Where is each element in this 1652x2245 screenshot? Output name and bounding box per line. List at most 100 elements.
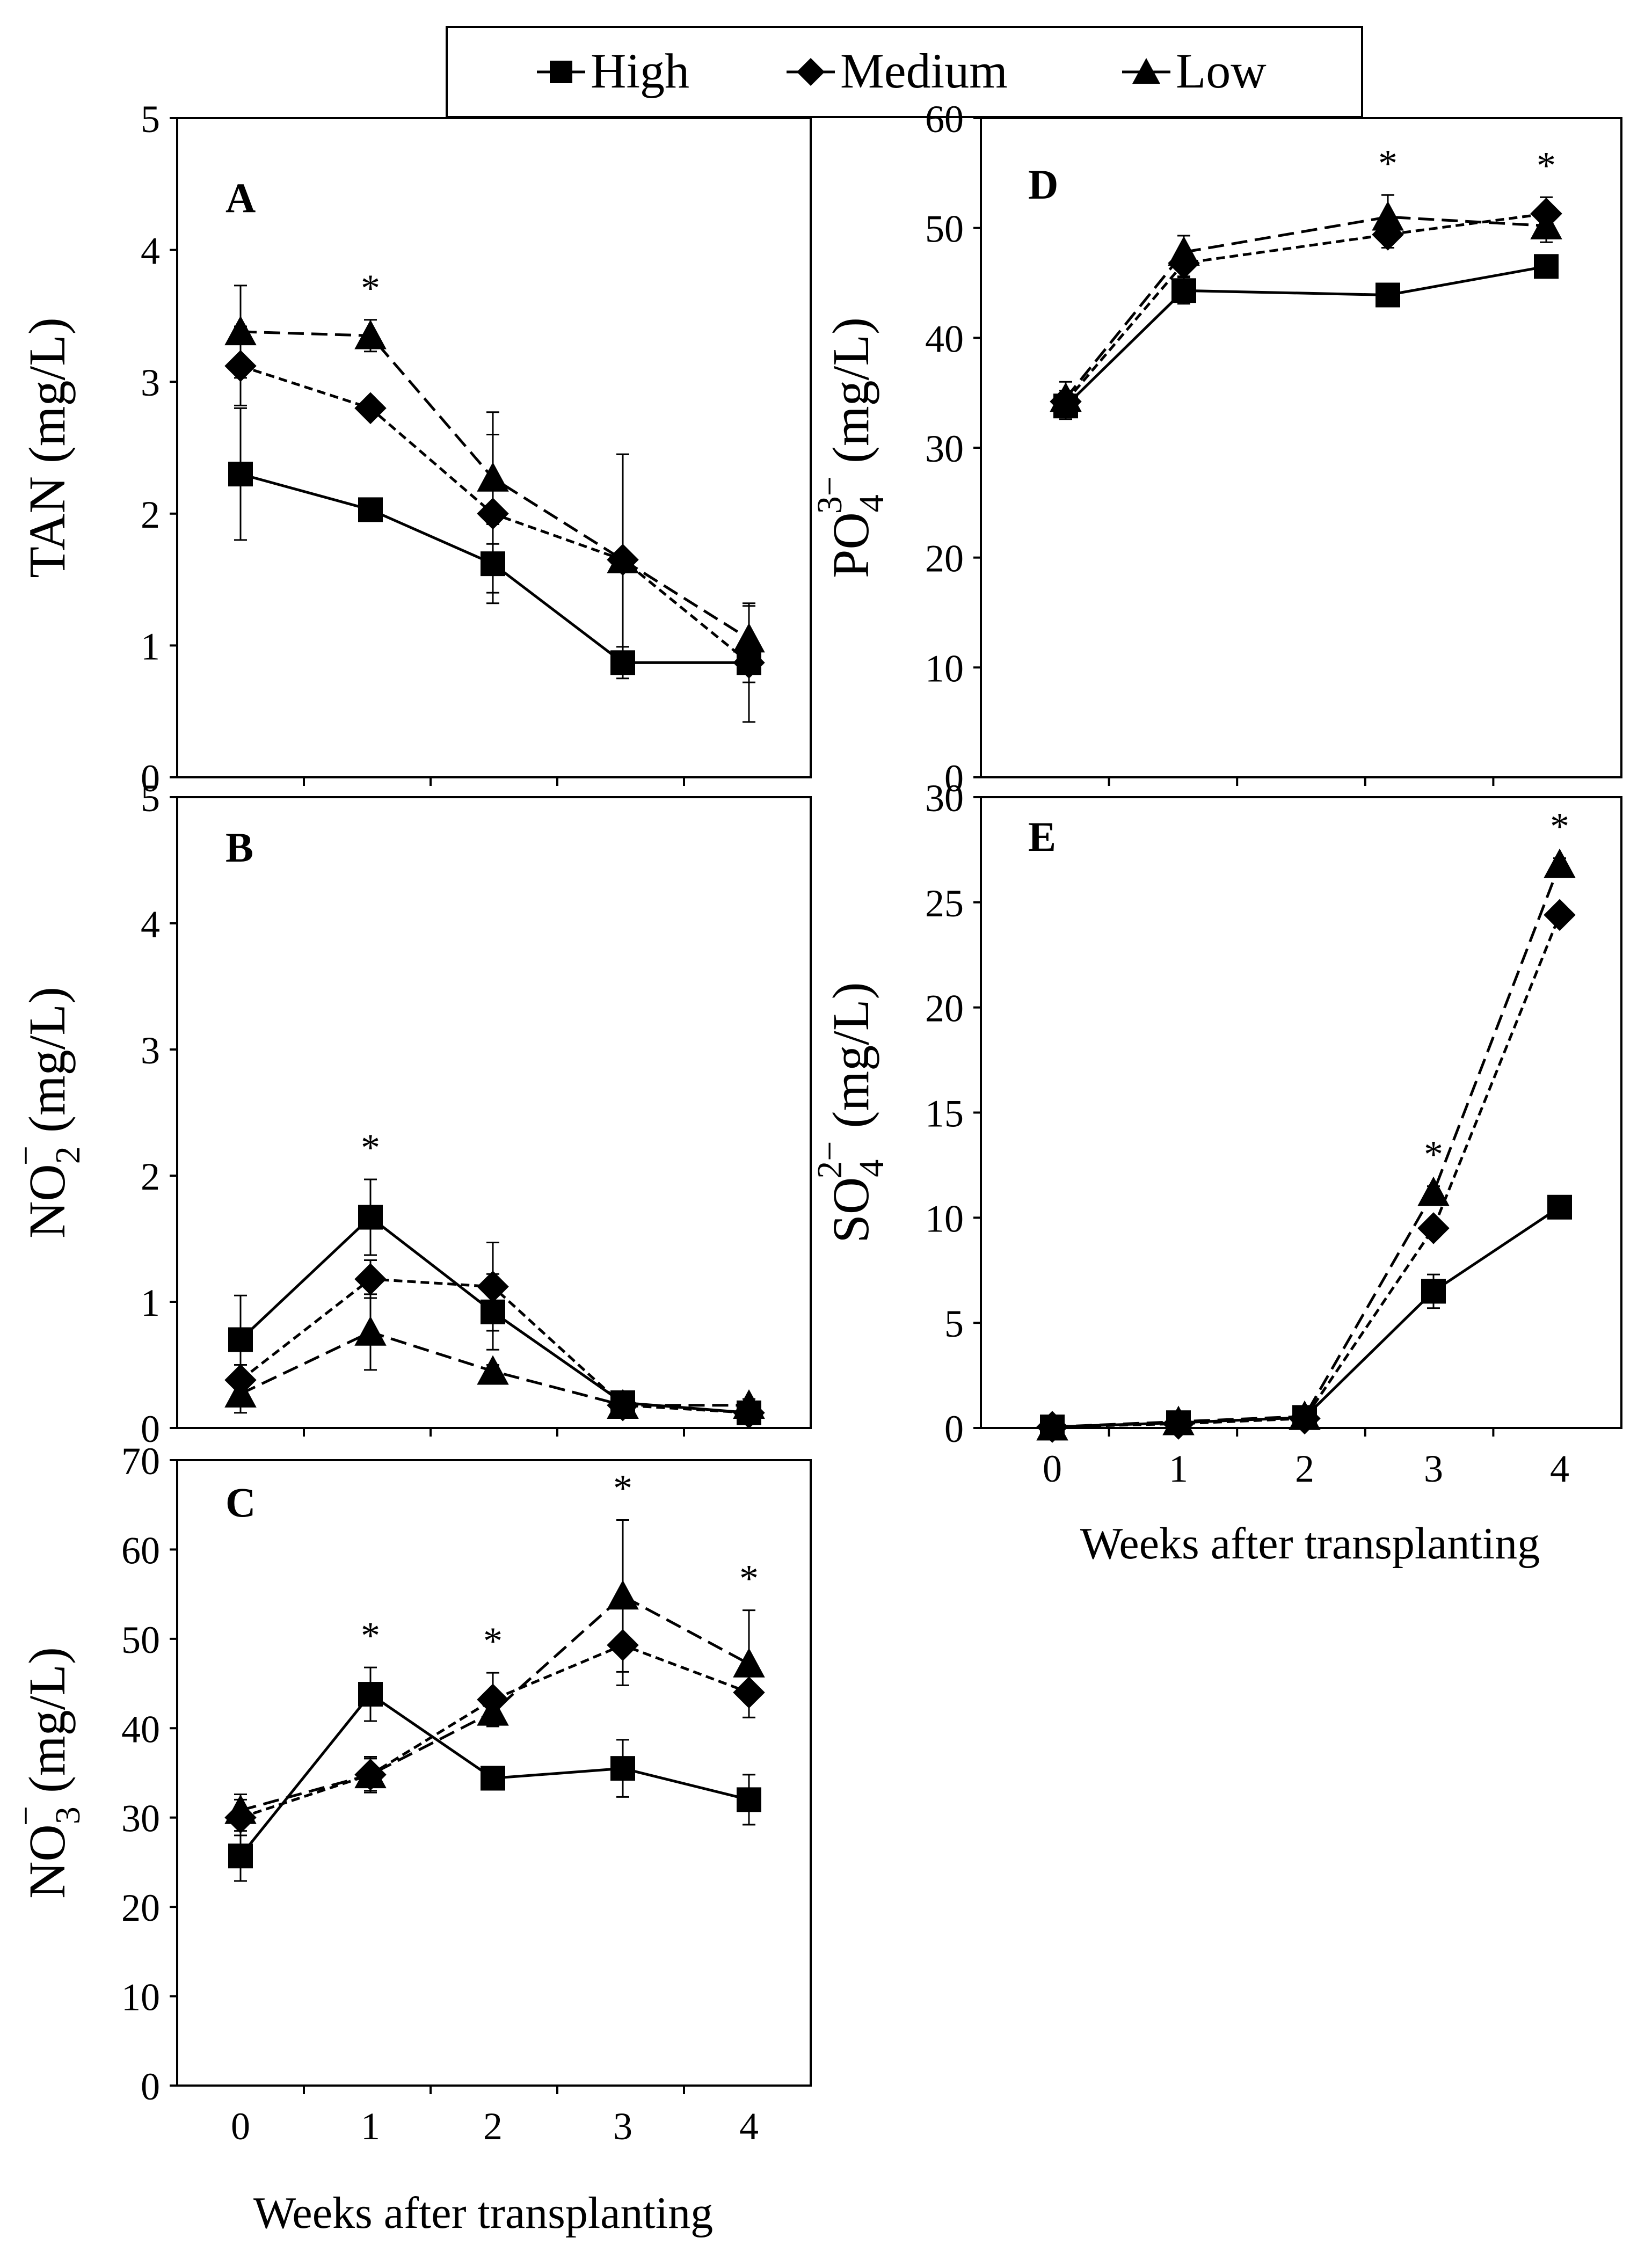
legend-marker-triangle (1132, 57, 1161, 84)
data-point (354, 319, 387, 349)
y-tick-label: 2 (141, 1155, 160, 1198)
y-axis-label: NO3− (mg/L) (6, 1647, 88, 1899)
x-tick-label: 0 (1043, 1447, 1062, 1490)
data-point (228, 1327, 253, 1352)
y-tick-label: 20 (925, 537, 964, 580)
legend-item-high: High (537, 43, 689, 98)
data-point (477, 1696, 509, 1726)
series-line (240, 1643, 749, 1819)
panel-e: 0 5 10 15 20 25 30 0 1 2 3 4 E SO42− (mg/L) * * (810, 777, 1622, 1490)
y-tick-label: 2 (141, 493, 160, 536)
y-tick-label: 5 (944, 1302, 964, 1345)
y-tick-label: 0 (141, 1408, 160, 1450)
y-tick-label: 5 (141, 777, 160, 820)
legend-marker-diamond (796, 57, 825, 86)
significance-star: * (1537, 144, 1556, 187)
data-point (1547, 1194, 1572, 1220)
significance-star: * (361, 267, 380, 310)
y-axis-label: SO42− (mg/L) (810, 982, 891, 1243)
y-tick-label: 0 (141, 2065, 160, 2108)
data-point (1417, 1176, 1450, 1206)
y-tick-label: 10 (925, 1197, 964, 1240)
legend-item-medium: Medium (787, 43, 1008, 98)
y-tick-label: 3 (141, 1029, 160, 1072)
legend-label: Medium (840, 43, 1008, 98)
y-tick-label: 10 (121, 1976, 160, 2019)
x-tick-label: 4 (1550, 1447, 1569, 1490)
data-point (1544, 899, 1576, 931)
y-tick-label: 0 (141, 757, 160, 800)
data-point (358, 497, 383, 522)
x-tick-label: 3 (1424, 1447, 1443, 1490)
x-tick-label: 0 (231, 2105, 250, 2148)
series-medium (224, 1242, 765, 1429)
data-point (1050, 382, 1082, 412)
data-point (228, 1843, 253, 1869)
significance-star: * (1550, 805, 1569, 848)
series-line (1065, 212, 1547, 403)
x-tick-label: 2 (483, 2105, 503, 2148)
y-tick-label: 20 (925, 987, 964, 1030)
series-low (1050, 194, 1562, 416)
data-point (1534, 254, 1559, 279)
panel-c: 0 10 20 30 40 50 60 70 0 1 2 3 4 C NO3− (mg/L) * * * * (6, 1440, 812, 2148)
y-tick-label: 1 (141, 625, 160, 668)
x-tick-label: 2 (1295, 1447, 1314, 1490)
series-low (224, 285, 765, 673)
y-tick-label: 0 (944, 757, 964, 800)
panel-a: 0 1 2 3 4 5 A TAN (mg/L) * (18, 98, 812, 800)
significance-star: * (361, 1126, 380, 1169)
data-point (1162, 1405, 1195, 1435)
x-axis-label-c: Weeks after transplanting (253, 2188, 713, 2238)
data-point (607, 1389, 639, 1419)
y-tick-label: 70 (121, 1440, 160, 1483)
data-point (1544, 848, 1576, 878)
series-high (228, 1178, 761, 1425)
y-tick-label: 60 (121, 1529, 160, 1572)
y-tick-label: 10 (925, 647, 964, 690)
x-tick-label: 1 (1169, 1447, 1188, 1490)
panel-d: 0 10 20 30 40 50 60 D PO43− (mg/L) * * (810, 98, 1622, 800)
data-point (477, 1355, 509, 1385)
data-point (354, 1263, 387, 1295)
panel-label: A (225, 174, 256, 221)
data-point (358, 1682, 383, 1707)
y-tick-label: 30 (925, 427, 964, 470)
data-point (1171, 278, 1196, 303)
panel-label: D (1028, 161, 1058, 208)
y-tick-label: 40 (121, 1708, 160, 1751)
data-point (224, 1794, 257, 1824)
data-point (477, 1271, 509, 1303)
y-tick-label: 50 (121, 1619, 160, 1661)
y-tick-label: 4 (141, 230, 160, 273)
data-point (354, 1316, 387, 1346)
panel-label: E (1028, 813, 1056, 860)
data-point (733, 1389, 765, 1419)
series-line (1052, 1206, 1561, 1428)
panel-label: B (225, 824, 253, 871)
data-point (1036, 1411, 1068, 1441)
series-high (1053, 254, 1559, 420)
significance-star: * (739, 1557, 759, 1600)
series-line (1052, 864, 1561, 1428)
series-low (224, 1519, 765, 1827)
data-point (1417, 1212, 1450, 1244)
significance-star: * (1378, 142, 1398, 185)
legend-label: High (591, 43, 689, 98)
y-tick-label: 15 (925, 1092, 964, 1135)
series-line (1065, 265, 1547, 407)
y-tick-label: 25 (925, 882, 964, 925)
data-point (607, 544, 639, 574)
y-tick-label: 3 (141, 361, 160, 404)
data-point (733, 1648, 765, 1678)
y-tick-label: 0 (944, 1408, 964, 1450)
plot-frame (176, 117, 812, 778)
data-point (1168, 236, 1200, 266)
y-axis-label: PO43− (mg/L) (810, 317, 891, 578)
plot-frame (980, 796, 1622, 1429)
significance-star: * (483, 1620, 503, 1663)
legend-box (446, 26, 1363, 118)
series-line (1065, 215, 1547, 399)
data-point (1372, 201, 1404, 231)
